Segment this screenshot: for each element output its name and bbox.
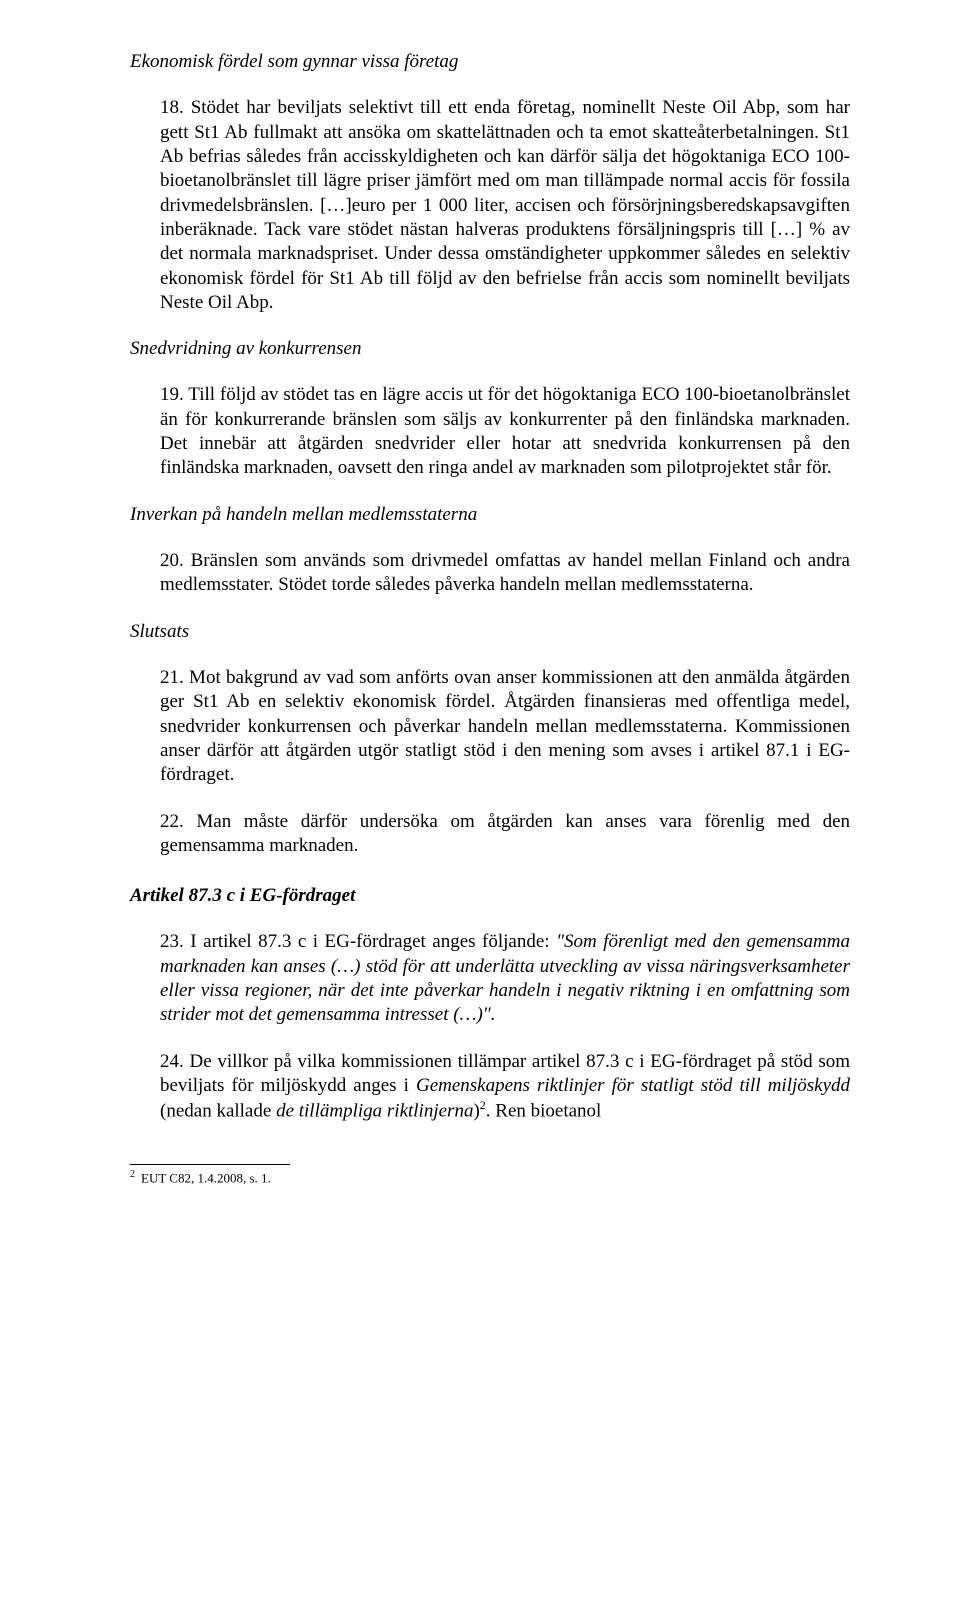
para-number: 24.: [160, 1051, 184, 1072]
para-text: Mot bakgrund av vad som anförts ovan ans…: [160, 667, 850, 785]
paragraph-23: 23. I artikel 87.3 c i EG-fördraget ange…: [160, 930, 850, 1027]
paragraph-22: 22. Man måste därför undersöka om åtgärd…: [160, 810, 850, 859]
footnote-2: 2 EUT C82, 1.4.2008, s. 1.: [130, 1169, 850, 1186]
para-number: 22.: [160, 811, 184, 832]
para-text: Man måste därför undersöka om åtgärden k…: [160, 811, 850, 856]
para-em-1: Gemenskapens riktlinjer för statligt stö…: [416, 1075, 850, 1096]
footnote-text: EUT C82, 1.4.2008, s. 1.: [141, 1170, 271, 1185]
para-number: 23.: [160, 931, 184, 952]
heading-inverkan: Inverkan på handeln mellan medlemsstater…: [130, 503, 850, 527]
paragraph-21: 21. Mot bakgrund av vad som anförts ovan…: [160, 666, 850, 788]
para-text: Stödet har beviljats selektivt till ett …: [160, 97, 850, 313]
para-em-2: de tillämpliga riktlinjerna: [276, 1101, 473, 1122]
heading-snedvridning: Snedvridning av konkurrensen: [130, 337, 850, 361]
para-text: Bränslen som används som drivmedel omfat…: [160, 550, 850, 595]
para-text: Till följd av stödet tas en lägre accis …: [160, 384, 850, 478]
para-text-lead: I artikel 87.3 c i EG-fördraget anges fö…: [184, 931, 556, 952]
para-number: 18.: [160, 97, 184, 118]
heading-slutsats: Slutsats: [130, 620, 850, 644]
paragraph-24: 24. De villkor på vilka kommissionen til…: [160, 1050, 850, 1124]
heading-ekonomisk-fordel: Ekonomisk fördel som gynnar vissa företa…: [130, 50, 850, 74]
footnote-mark: 2: [130, 1169, 135, 1180]
paragraph-19: 19. Till följd av stödet tas en lägre ac…: [160, 383, 850, 480]
para-number: 21.: [160, 667, 184, 688]
paragraph-20: 20. Bränslen som används som drivmedel o…: [160, 549, 850, 598]
paragraph-18: 18. Stödet har beviljats selektivt till …: [160, 96, 850, 315]
para-number: 20.: [160, 550, 184, 571]
para-text-b: (nedan kallade: [160, 1101, 276, 1122]
heading-artikel-87-3-c: Artikel 87.3 c i EG-fördraget: [130, 884, 850, 908]
para-text-d: . Ren bioetanol: [486, 1101, 602, 1122]
footnote-separator: [130, 1164, 290, 1165]
para-number: 19.: [160, 384, 184, 405]
